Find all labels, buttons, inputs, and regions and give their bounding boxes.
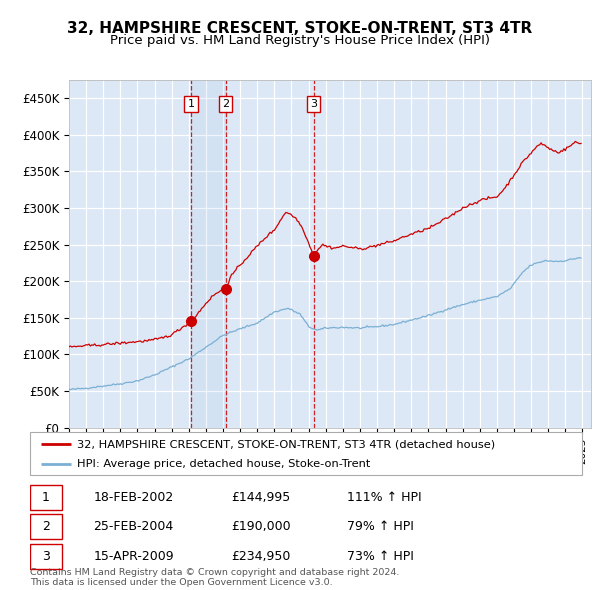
Text: 73% ↑ HPI: 73% ↑ HPI [347,550,414,563]
Bar [30,545,62,569]
Text: 3: 3 [42,550,50,563]
Text: 79% ↑ HPI: 79% ↑ HPI [347,520,414,533]
Text: 3: 3 [310,99,317,109]
Text: £144,995: £144,995 [232,491,291,504]
Text: £190,000: £190,000 [232,520,291,533]
Text: 32, HAMPSHIRE CRESCENT, STOKE-ON-TRENT, ST3 4TR (detached house): 32, HAMPSHIRE CRESCENT, STOKE-ON-TRENT, … [77,440,495,450]
Text: Price paid vs. HM Land Registry's House Price Index (HPI): Price paid vs. HM Land Registry's House … [110,34,490,47]
Bar [191,80,226,428]
Text: 1: 1 [188,99,194,109]
Text: £234,950: £234,950 [232,550,291,563]
Text: 32, HAMPSHIRE CRESCENT, STOKE-ON-TRENT, ST3 4TR: 32, HAMPSHIRE CRESCENT, STOKE-ON-TRENT, … [67,21,533,35]
Text: 18-FEB-2002: 18-FEB-2002 [94,491,174,504]
Text: 2: 2 [42,520,50,533]
Text: Contains HM Land Registry data © Crown copyright and database right 2024.: Contains HM Land Registry data © Crown c… [30,568,400,577]
Text: 2: 2 [222,99,229,109]
Text: 1: 1 [42,491,50,504]
Text: 15-APR-2009: 15-APR-2009 [94,550,174,563]
Text: 25-FEB-2004: 25-FEB-2004 [94,520,174,533]
Text: HPI: Average price, detached house, Stoke-on-Trent: HPI: Average price, detached house, Stok… [77,460,370,469]
Bar [30,514,62,539]
Text: 111% ↑ HPI: 111% ↑ HPI [347,491,422,504]
Text: This data is licensed under the Open Government Licence v3.0.: This data is licensed under the Open Gov… [30,578,332,587]
Bar [30,485,62,510]
